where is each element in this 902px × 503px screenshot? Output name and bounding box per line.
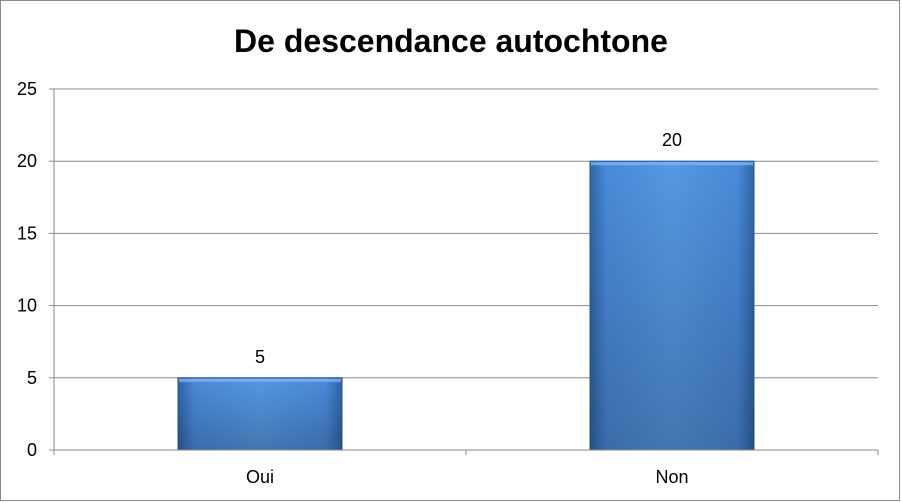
bar-shading: [590, 161, 754, 450]
y-tick-label: 5: [27, 368, 37, 388]
x-axis-tick-labels: Oui Non: [246, 467, 689, 487]
y-tick-label: 20: [17, 151, 37, 171]
x-tick-label-oui: Oui: [246, 467, 274, 487]
y-tick-label: 0: [27, 440, 37, 460]
y-axis-tick-labels: 0 5 10 15 20 25: [17, 79, 37, 460]
bar-top-highlight: [179, 378, 341, 382]
chart-title: De descendance autochtone: [234, 23, 668, 59]
y-tick-label: 25: [17, 79, 37, 99]
x-tick-label-non: Non: [655, 467, 688, 487]
y-tick-label: 15: [17, 223, 37, 243]
data-label-non: 20: [662, 130, 682, 150]
axes: [49, 88, 879, 455]
y-tick-label: 10: [17, 296, 37, 316]
data-label-oui: 5: [255, 347, 265, 367]
bars: [177, 160, 755, 451]
bar-top-highlight: [591, 162, 753, 166]
data-labels: 5 20: [255, 130, 682, 367]
bar-shading: [178, 377, 342, 450]
